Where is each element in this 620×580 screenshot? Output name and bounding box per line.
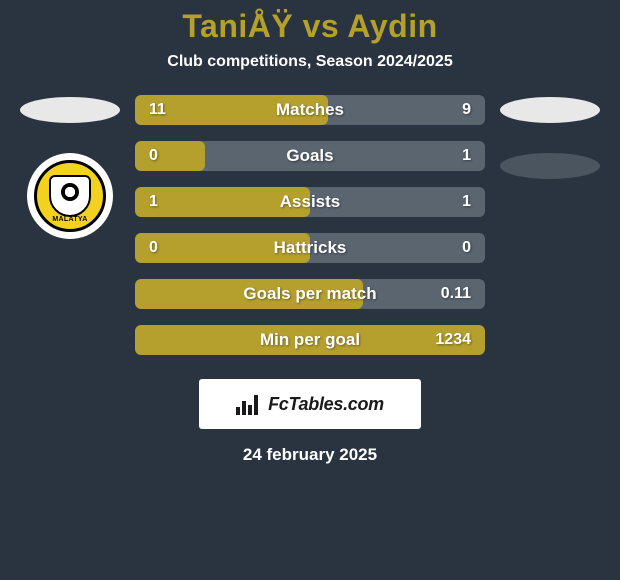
- stat-label: Goals per match: [243, 284, 376, 304]
- page-title: TaniÅŸ vs Aydin: [182, 8, 437, 45]
- brand-text: FcTables.com: [268, 394, 384, 415]
- stat-row: 11 Matches 9: [135, 95, 485, 125]
- stat-value-right: 1234: [435, 331, 471, 349]
- stat-row: Goals per match 0.11: [135, 279, 485, 309]
- stat-value-right: 1: [462, 193, 471, 211]
- player1-club-logo: MALATYA: [27, 153, 113, 239]
- stat-label: Min per goal: [260, 330, 360, 350]
- chart-icon: [236, 393, 264, 415]
- subtitle: Club competitions, Season 2024/2025: [167, 53, 452, 71]
- stat-fill: [135, 141, 205, 171]
- stat-bars: 11Matches90Goals11Assists10Hattricks0Goa…: [135, 95, 485, 355]
- player2-badge: [500, 97, 600, 123]
- stat-row: 1 Assists 1: [135, 187, 485, 217]
- stat-value-left: 11: [149, 101, 166, 119]
- stat-label: Goals: [286, 146, 333, 166]
- left-column: MALATYA: [15, 95, 125, 239]
- stat-label: Assists: [280, 192, 340, 212]
- stat-value-right: 0.11: [441, 285, 471, 303]
- stat-label: Hattricks: [274, 238, 347, 258]
- stat-value-right: 9: [462, 101, 471, 119]
- stat-value-right: 0: [462, 239, 471, 257]
- footer-date: 24 february 2025: [243, 445, 377, 465]
- stat-value-right: 1: [462, 147, 471, 165]
- brand-logo: FcTables.com: [199, 379, 421, 429]
- comparison-card: TaniÅŸ vs Aydin Club competitions, Seaso…: [0, 0, 620, 473]
- ball-icon: [61, 183, 79, 201]
- stat-value-left: 1: [149, 193, 158, 211]
- club-logo-text: MALATYA: [52, 216, 87, 223]
- right-column: [495, 95, 605, 179]
- stat-value-left: 0: [149, 239, 158, 257]
- player2-club-placeholder: [500, 153, 600, 179]
- stat-label: Matches: [276, 100, 344, 120]
- stat-row: 0 Goals 1: [135, 141, 485, 171]
- stat-row: Min per goal 1234: [135, 325, 485, 355]
- stat-row: 0 Hattricks 0: [135, 233, 485, 263]
- stat-value-left: 0: [149, 147, 158, 165]
- stats-grid: MALATYA 11Matches90Goals11Assists10Hattr…: [0, 95, 620, 355]
- player1-badge: [20, 97, 120, 123]
